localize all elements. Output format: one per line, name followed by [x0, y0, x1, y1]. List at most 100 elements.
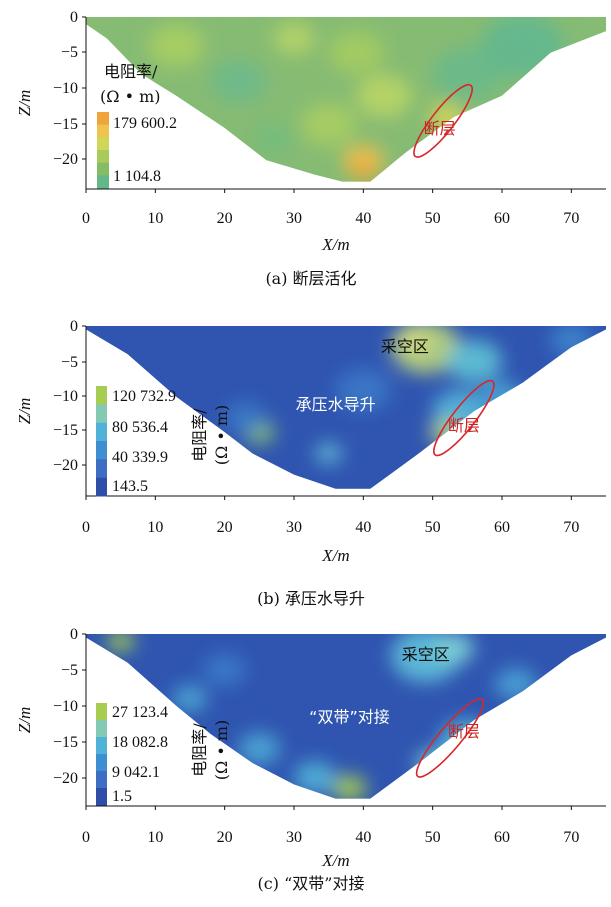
resistivity-section — [86, 326, 606, 489]
colorbar-label: 120 732.9 — [112, 388, 176, 405]
colorbar-swatch — [97, 124, 109, 138]
annotation-label: 承压水导升 — [296, 395, 376, 414]
y-tick-label: 0 — [70, 318, 78, 335]
anomaly-8 — [203, 653, 246, 686]
colorbar-swatch — [96, 754, 107, 772]
panel-caption: (c) “双带”对接 — [258, 874, 365, 893]
colorbar-swatch — [96, 703, 107, 721]
anomaly-9 — [224, 402, 267, 434]
y-tick-label: −20 — [53, 770, 78, 787]
anomaly-1 — [432, 634, 475, 665]
x-tick-label: 50 — [425, 210, 441, 227]
anomaly-2 — [273, 22, 315, 55]
colorbar-swatch — [96, 441, 107, 460]
colorbar-swatch — [97, 112, 109, 126]
y-tick-label: −5 — [61, 354, 78, 371]
y-axis-label: Z/m — [15, 398, 34, 424]
colorbar-swatch — [96, 386, 107, 405]
x-axis-label: X/m — [321, 235, 349, 254]
anomaly-11 — [252, 122, 294, 155]
x-tick-label: 70 — [563, 829, 579, 846]
anomaly-2 — [446, 340, 502, 383]
anomaly-1 — [210, 60, 267, 103]
anomaly-1 — [394, 326, 430, 354]
y-tick-label: −15 — [53, 734, 78, 751]
anomaly-8 — [335, 368, 392, 412]
colorbar-label: 9 042.1 — [112, 764, 160, 781]
colorbar-title: 电阻率/ — [190, 723, 209, 777]
colorbar-legend: 179 600.2 1 104.8 电阻率/ (Ω • m) — [97, 62, 177, 189]
y-tick-label: 0 — [70, 9, 78, 26]
colorbar-swatch — [96, 459, 107, 479]
panel-b: 0 −5 −10 −15 −20 0 10 20 30 40 50 60 70 Z/m X/m (b) 承压水… — [15, 318, 606, 608]
colorbar-title: 电阻率/ — [104, 62, 158, 81]
x-tick-label: 60 — [494, 210, 510, 227]
x-tick-label: 40 — [355, 829, 371, 846]
colorbar-label: 80 536.4 — [112, 419, 168, 436]
x-tick-label: 70 — [563, 210, 579, 227]
anomaly-10 — [106, 634, 135, 652]
y-tick-label: −15 — [53, 422, 78, 439]
colorbar-label: 1 104.8 — [113, 168, 161, 185]
x-tick-label: 20 — [217, 519, 233, 536]
x-tick-label: 20 — [217, 210, 233, 227]
colorbar-swatch — [97, 175, 109, 189]
x-tick-label: 60 — [494, 519, 510, 536]
panel-caption: (b) 承压水导升 — [257, 589, 365, 608]
y-tick-label: −10 — [53, 80, 78, 97]
anomaly-3 — [328, 31, 385, 75]
x-tick-label: 0 — [82, 829, 90, 846]
x-tick-label: 30 — [286, 829, 302, 846]
colorbar-unit: (Ω • m) — [212, 405, 231, 466]
y-tick-label: −15 — [53, 116, 78, 133]
anomaly-9 — [350, 161, 376, 181]
panel-caption: (a) 断层活化 — [265, 269, 356, 288]
anomaly-9 — [495, 668, 537, 701]
colorbar-swatch — [96, 720, 107, 738]
y-tick-label: −20 — [53, 151, 78, 168]
anomaly-6 — [481, 17, 565, 78]
y-axis-label: Z/m — [15, 90, 34, 116]
annotation-label: 断层 — [424, 119, 456, 138]
colorbar-label: 27 123.4 — [112, 704, 168, 721]
anomaly-5 — [294, 761, 336, 794]
colorbar-swatch — [96, 422, 107, 442]
colorbar-swatch — [97, 162, 109, 176]
colorbar-label: 179 600.2 — [113, 115, 177, 132]
colorbar-swatch — [96, 477, 107, 497]
colorbar-unit: (Ω • m) — [100, 87, 161, 106]
colorbar-label: 18 082.8 — [112, 734, 168, 751]
colorbar-swatch — [96, 404, 107, 424]
anomaly-7 — [172, 685, 208, 712]
colorbar-title: 电阻率/ — [190, 408, 209, 462]
x-tick-label: 0 — [82, 519, 90, 536]
colorbar-swatch — [96, 788, 107, 806]
x-axis-label: X/m — [321, 546, 349, 565]
anomaly-4 — [332, 774, 367, 799]
anomaly-4 — [356, 74, 412, 118]
fault-ellipse — [433, 379, 495, 457]
fault-ellipse — [413, 83, 473, 158]
annotation-label: 断层 — [448, 722, 480, 741]
annotation-label: 采空区 — [381, 337, 429, 356]
x-tick-label: 30 — [286, 210, 302, 227]
y-axis-label: Z/m — [15, 707, 34, 733]
y-tick-label: 0 — [70, 626, 78, 643]
x-axis-label: X/m — [321, 851, 349, 870]
x-tick-label: 10 — [147, 829, 163, 846]
y-tick-label: −5 — [61, 662, 78, 679]
annotation-label: “双带”对接 — [309, 707, 390, 726]
x-tick-label: 40 — [355, 210, 371, 227]
x-tick-label: 0 — [82, 210, 90, 227]
x-tick-label: 30 — [286, 519, 302, 536]
colorbar-label: 143.5 — [112, 478, 148, 495]
x-tick-label: 10 — [147, 519, 163, 536]
anomaly-6 — [238, 732, 281, 765]
anomaly-7 — [300, 103, 357, 146]
x-tick-label: 60 — [494, 829, 510, 846]
y-tick-label: −10 — [53, 698, 78, 715]
panel-a: 0 −5 −10 −15 −20 0 10 20 30 40 50 60 70 Z/m X/m (a) 断层活… — [15, 9, 606, 288]
colorbar-label: 1.5 — [112, 788, 132, 805]
colorbar-swatch — [96, 771, 107, 789]
